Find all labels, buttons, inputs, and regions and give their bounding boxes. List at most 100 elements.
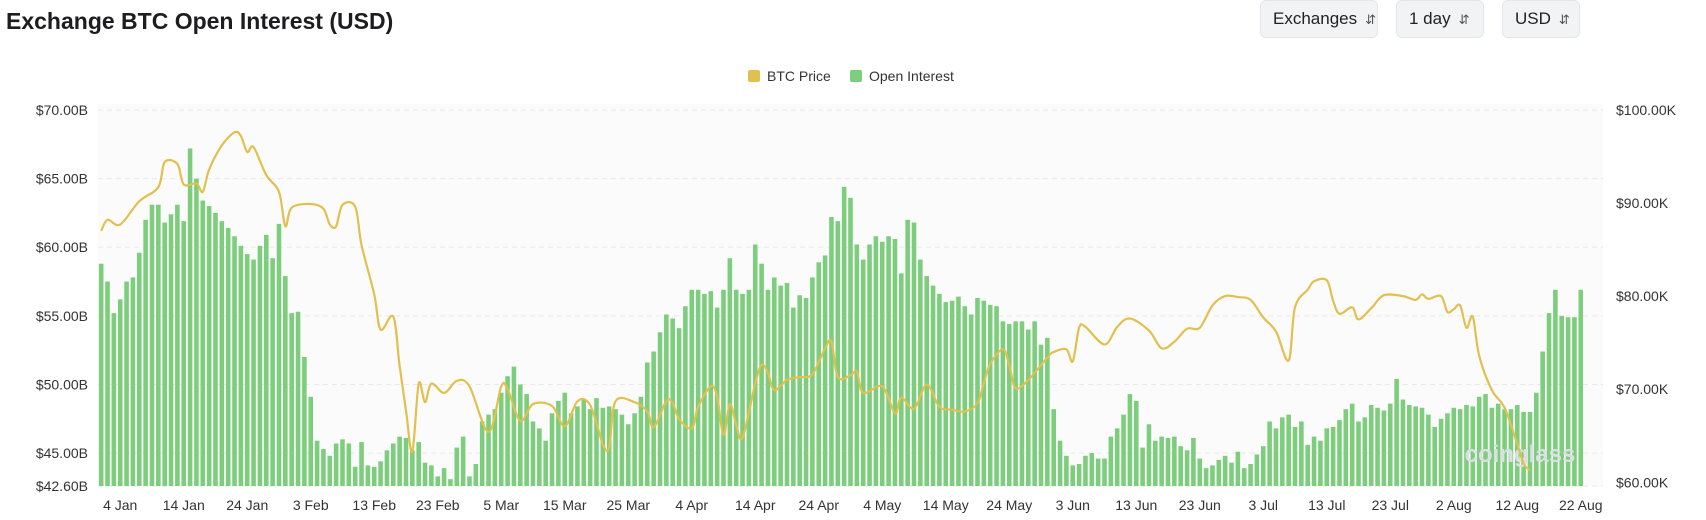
open-interest-bar: [1000, 321, 1006, 486]
x-tick-label: 5 Mar: [483, 497, 519, 513]
open-interest-bar: [911, 222, 917, 486]
y-left-tick-label: $65.00B: [36, 171, 88, 187]
open-interest-bar: [1229, 462, 1234, 486]
open-interest-bar: [549, 413, 555, 486]
open-interest-bar: [365, 465, 371, 486]
open-interest-bar: [829, 217, 834, 487]
open-interest-bar: [232, 236, 237, 486]
open-interest-bar: [721, 289, 726, 486]
open-interest-bar: [371, 466, 377, 486]
y-axis-left: $42.60B $45.00B $50.00B $55.00B $60.00B $65.0…: [36, 102, 88, 494]
chevron-updown-icon: ⇵: [1558, 11, 1570, 27]
open-interest-bar: [1095, 458, 1101, 486]
open-interest-bar: [981, 300, 987, 486]
open-interest-bar: [283, 276, 288, 486]
open-interest-bar: [1343, 409, 1349, 486]
open-interest-bar: [943, 302, 949, 486]
open-interest-bar: [511, 366, 517, 486]
open-interest-bar: [359, 442, 364, 486]
open-interest-bar: [816, 262, 822, 486]
open-interest-bar: [918, 259, 923, 486]
open-interest-bar: [1413, 406, 1418, 486]
open-interest-bar: [314, 440, 320, 486]
open-interest-bar: [238, 245, 244, 486]
x-tick-label: 25 Mar: [606, 497, 650, 513]
open-interest-bar: [263, 234, 269, 486]
exchanges-select[interactable]: Exchanges ⇵: [1260, 0, 1378, 38]
open-interest-bar: [1248, 464, 1253, 486]
open-interest-bar: [683, 306, 688, 486]
x-tick-label: 14 May: [923, 497, 969, 513]
x-tick-label: 4 Apr: [675, 497, 708, 513]
y-left-tick-label: $70.00B: [36, 102, 88, 118]
open-interest-bar: [1146, 424, 1152, 486]
open-interest-bar: [848, 197, 853, 486]
open-interest-bar: [143, 219, 148, 486]
open-interest-bar: [225, 228, 231, 486]
open-interest-bar: [556, 400, 561, 486]
open-interest-bar: [1438, 418, 1444, 486]
open-interest-bar: [352, 466, 358, 486]
open-interest-bar: [1197, 458, 1203, 486]
open-interest-bar: [1337, 420, 1342, 486]
open-interest-bar: [181, 221, 187, 486]
open-interest-bar: [378, 461, 383, 486]
open-interest-bar: [752, 244, 758, 486]
open-interest-bar: [1299, 421, 1304, 486]
interval-select[interactable]: 1 day ⇵: [1396, 0, 1484, 38]
open-interest-bar: [1451, 407, 1457, 486]
open-interest-bar: [1324, 428, 1330, 486]
open-interest-bar: [1140, 447, 1145, 486]
open-interest-bar: [702, 293, 707, 486]
open-interest-bar: [1203, 468, 1209, 486]
open-interest-bar: [568, 413, 574, 486]
open-interest-bar: [454, 447, 460, 486]
open-interest-bar: [543, 440, 548, 486]
open-interest-bar: [200, 200, 206, 486]
open-interest-bar: [1546, 313, 1552, 486]
open-interest-bar: [435, 476, 441, 486]
open-interest-bar: [1184, 450, 1190, 486]
open-interest-bar: [727, 258, 733, 486]
open-interest-bar: [1521, 411, 1526, 486]
open-interest-bar: [867, 244, 872, 486]
open-interest-bar: [899, 273, 904, 486]
open-interest-bar: [1445, 413, 1450, 486]
open-interest-bar: [886, 236, 891, 486]
open-interest-bar: [219, 221, 225, 486]
open-interest-bar: [968, 314, 974, 486]
open-interest-bar: [1133, 400, 1139, 486]
open-interest-bar: [1483, 394, 1488, 486]
x-tick-label: 13 Feb: [352, 497, 396, 513]
open-interest-bar: [467, 476, 472, 486]
open-interest-bar: [1273, 428, 1279, 486]
y-right-tick-label: $70.00K: [1616, 381, 1669, 397]
open-interest-bar: [124, 281, 129, 486]
open-interest-bar: [708, 291, 714, 486]
open-interest-bar: [1381, 410, 1387, 486]
open-interest-bar: [1362, 417, 1368, 486]
open-interest-bar: [1286, 414, 1291, 486]
open-interest-bar: [1464, 405, 1469, 486]
open-interest-bar: [244, 254, 250, 486]
open-interest-bar: [505, 376, 510, 486]
open-interest-bar: [937, 293, 942, 486]
open-interest-bar: [873, 236, 879, 486]
open-interest-bar: [1013, 321, 1018, 486]
y-left-tick-label: $50.00B: [36, 376, 88, 392]
currency-select[interactable]: USD ⇵: [1502, 0, 1580, 38]
open-interest-bar: [1349, 403, 1355, 486]
open-interest-bar: [619, 414, 625, 486]
open-interest-bar: [187, 148, 193, 487]
open-interest-bar: [213, 212, 218, 487]
open-interest-bar: [784, 282, 790, 486]
open-interest-bar: [1045, 337, 1050, 486]
open-interest-bar: [1216, 459, 1222, 486]
open-interest-bar: [1565, 317, 1571, 486]
currency-select-label: USD: [1515, 9, 1551, 28]
open-interest-bar: [1470, 406, 1476, 486]
open-interest-bar: [1178, 446, 1183, 486]
open-interest-bar: [924, 276, 929, 486]
open-interest-bar: [1172, 436, 1177, 486]
x-tick-label: 23 Jul: [1372, 497, 1409, 513]
